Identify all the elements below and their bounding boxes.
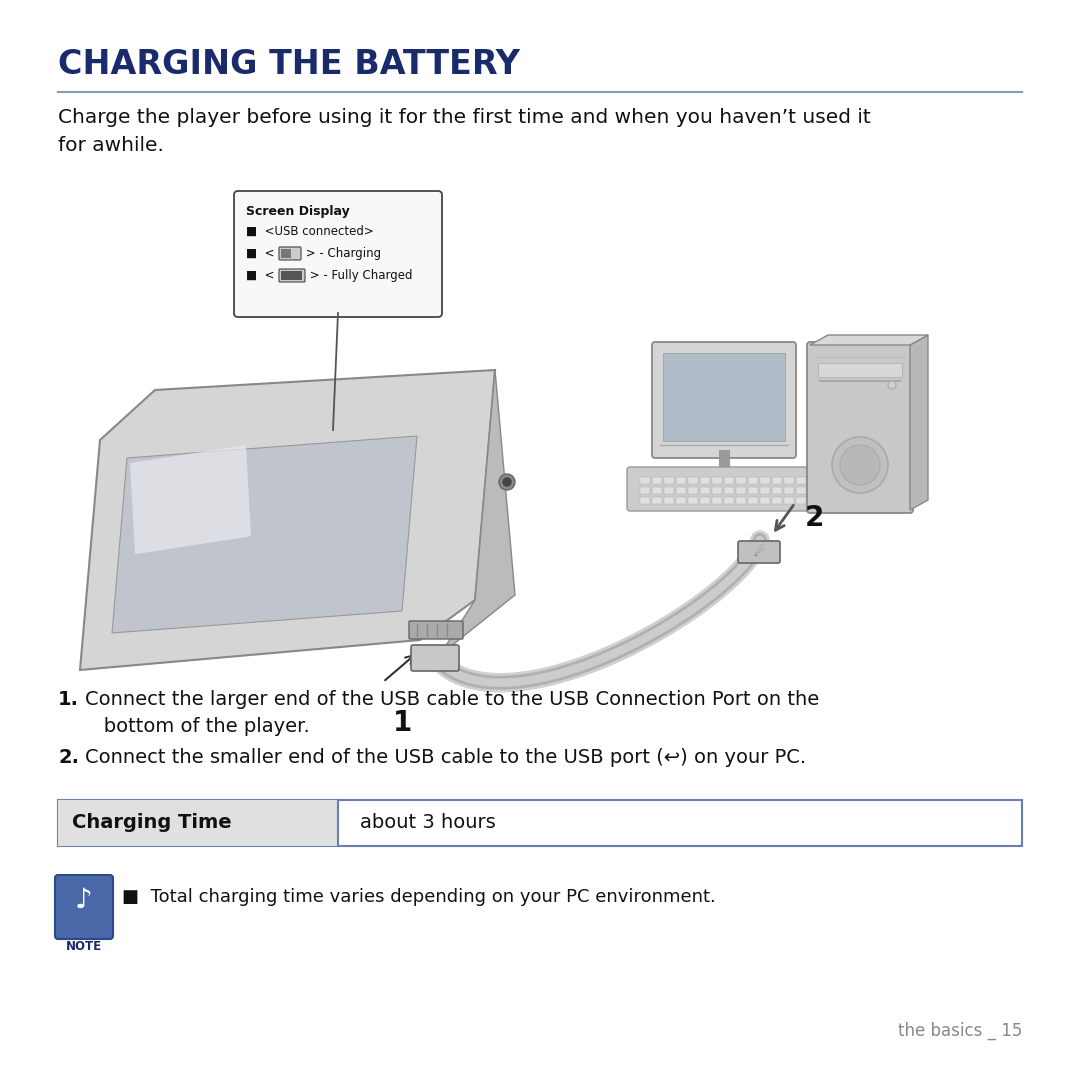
FancyBboxPatch shape: [807, 342, 913, 513]
Bar: [712, 497, 723, 504]
Text: > - Charging: > - Charging: [302, 247, 381, 260]
Bar: [748, 477, 758, 484]
Bar: [735, 487, 746, 494]
Bar: [58, 800, 338, 846]
Text: Connect the larger end of the USB cable to the USB Connection Port on the
   bot: Connect the larger end of the USB cable …: [85, 690, 820, 737]
Bar: [640, 497, 650, 504]
FancyBboxPatch shape: [738, 541, 780, 563]
Text: 1.: 1.: [58, 690, 79, 708]
Text: Charge the player before using it for the first time and when you haven’t used i: Charge the player before using it for th…: [58, 108, 870, 156]
Text: Charging Time: Charging Time: [72, 813, 231, 833]
FancyBboxPatch shape: [694, 469, 754, 483]
Bar: [281, 271, 302, 280]
Bar: [281, 249, 291, 258]
Bar: [784, 497, 794, 504]
Bar: [712, 477, 723, 484]
Polygon shape: [130, 445, 251, 554]
Polygon shape: [440, 370, 515, 654]
Bar: [724, 477, 734, 484]
Bar: [724, 497, 734, 504]
Bar: [700, 497, 710, 504]
Circle shape: [503, 478, 511, 486]
Bar: [640, 487, 650, 494]
Text: Screen Display: Screen Display: [246, 205, 350, 218]
Bar: [664, 477, 674, 484]
Circle shape: [832, 437, 888, 492]
Bar: [58, 800, 1022, 846]
Circle shape: [888, 381, 896, 389]
Text: 2: 2: [805, 504, 824, 532]
Bar: [663, 353, 785, 441]
Bar: [688, 477, 698, 484]
Bar: [652, 477, 662, 484]
Bar: [784, 487, 794, 494]
Bar: [724, 487, 734, 494]
Bar: [772, 477, 782, 484]
FancyBboxPatch shape: [279, 269, 305, 282]
FancyBboxPatch shape: [234, 191, 442, 318]
Text: ■  <: ■ <: [246, 269, 279, 282]
FancyBboxPatch shape: [409, 621, 463, 639]
Polygon shape: [80, 370, 495, 670]
Text: Connect the smaller end of the USB cable to the USB port (↩) on your PC.: Connect the smaller end of the USB cable…: [85, 748, 806, 767]
Bar: [772, 487, 782, 494]
FancyBboxPatch shape: [55, 875, 113, 939]
Text: the basics _ 15: the basics _ 15: [897, 1022, 1022, 1040]
Bar: [748, 497, 758, 504]
Bar: [688, 487, 698, 494]
FancyBboxPatch shape: [411, 645, 459, 671]
Text: ■  <USB connected>: ■ <USB connected>: [246, 225, 374, 238]
Circle shape: [840, 445, 880, 485]
Bar: [772, 497, 782, 504]
Bar: [676, 487, 686, 494]
Bar: [760, 497, 770, 504]
Text: CHARGING THE BATTERY: CHARGING THE BATTERY: [58, 48, 519, 81]
Bar: [760, 487, 770, 494]
FancyBboxPatch shape: [279, 247, 301, 260]
Bar: [664, 487, 674, 494]
Text: ♪: ♪: [76, 886, 93, 914]
Text: ☄: ☄: [754, 545, 765, 558]
Bar: [735, 497, 746, 504]
Text: 1: 1: [393, 708, 413, 737]
Bar: [664, 497, 674, 504]
Bar: [796, 487, 806, 494]
Polygon shape: [112, 436, 417, 633]
Text: 2.: 2.: [58, 748, 79, 767]
Bar: [796, 497, 806, 504]
Text: NOTE: NOTE: [66, 940, 103, 953]
Text: ■  <: ■ <: [246, 247, 279, 260]
Bar: [748, 487, 758, 494]
Bar: [712, 487, 723, 494]
Bar: [784, 477, 794, 484]
Bar: [796, 477, 806, 484]
Bar: [700, 487, 710, 494]
FancyBboxPatch shape: [652, 342, 796, 458]
Bar: [760, 477, 770, 484]
Text: about 3 hours: about 3 hours: [360, 813, 496, 833]
Polygon shape: [910, 335, 928, 510]
Bar: [688, 497, 698, 504]
Text: > - Fully Charged: > - Fully Charged: [306, 269, 413, 282]
Bar: [652, 497, 662, 504]
Bar: [652, 487, 662, 494]
FancyBboxPatch shape: [627, 467, 818, 511]
Bar: [735, 477, 746, 484]
Circle shape: [499, 474, 515, 490]
Polygon shape: [810, 335, 928, 345]
Bar: [640, 477, 650, 484]
Text: ■  Total charging time varies depending on your PC environment.: ■ Total charging time varies depending o…: [122, 888, 716, 906]
Bar: [700, 477, 710, 484]
Bar: [818, 363, 902, 377]
Bar: [676, 477, 686, 484]
Bar: [676, 497, 686, 504]
